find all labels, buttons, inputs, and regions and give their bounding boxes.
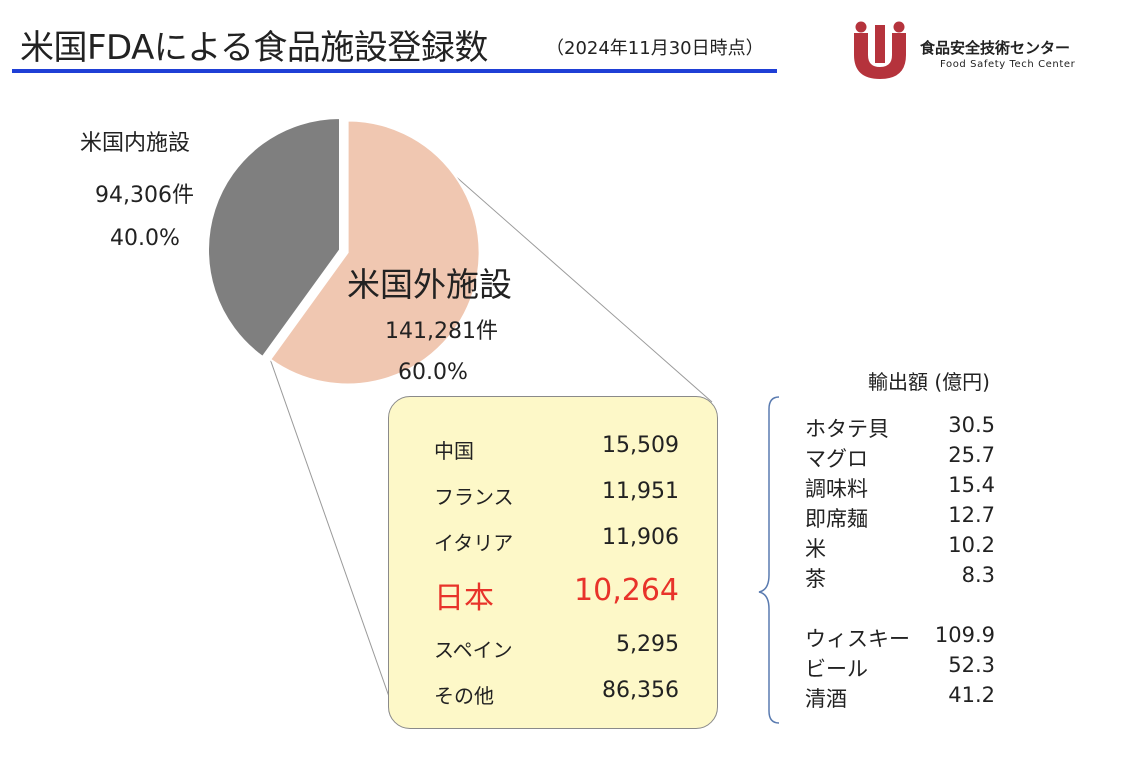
country-name: 日本 [434,581,494,616]
foreign-slice-percent: 60.0% [398,360,468,385]
country-row: その他 86,356 [389,672,719,712]
brace-icon [758,396,780,724]
foreign-slice-count: 141,281件 [385,319,498,344]
export-item: マグロ [805,447,868,471]
export-row: ビール 52.3 [805,653,995,683]
country-row: スペイン 5,295 [389,626,719,666]
export-value: 109.9 [934,623,995,647]
export-row: マグロ 25.7 [805,443,995,473]
export-value: 8.3 [961,563,995,587]
export-row: 調味料 15.4 [805,473,995,503]
logo-mark [854,21,906,79]
export-row: 茶 8.3 [805,563,995,593]
export-row: 米 10.2 [805,533,995,563]
country-name: その他 [434,684,494,708]
country-name: 中国 [434,439,474,463]
title-underline [12,69,777,73]
export-table-title: 輸出額 (億円) [868,370,990,394]
export-value: 30.5 [948,413,995,437]
logo-name: 食品安全技術センター [920,39,1071,57]
export-item: ホタテ貝 [805,417,889,441]
export-item: 清酒 [805,687,847,711]
country-name: フランス [434,485,514,509]
export-item: 調味料 [805,477,868,501]
export-item: 米 [805,537,826,561]
export-value: 25.7 [948,443,995,467]
country-count: 10,264 [574,573,679,608]
export-item: ビール [805,657,868,681]
domestic-slice-label: 米国内施設 [80,131,191,156]
export-value: 41.2 [948,683,995,707]
country-name: スペイン [434,638,513,662]
domestic-slice-count: 94,306件 [95,183,194,208]
country-count: 15,509 [602,433,679,458]
page-title: 米国FDAによる食品施設登録数 [20,28,488,68]
export-row: 清酒 41.2 [805,683,995,713]
export-row: ウィスキー 109.9 [805,623,995,653]
page-subtitle: （2024年11月30日時点） [546,38,764,59]
country-count: 5,295 [616,632,679,657]
export-item: ウィスキー [805,627,910,651]
country-row: イタリア 11,906 [389,519,719,559]
export-row: ホタテ貝 30.5 [805,413,995,443]
country-breakdown-box: 中国 15,509 フランス 11,951 イタリア 11,906 日本 10,… [388,396,718,729]
export-value: 15.4 [948,473,995,497]
domestic-slice-percent: 40.0% [110,226,180,251]
pie-connector-line [269,359,394,709]
country-row: フランス 11,951 [389,473,719,513]
country-row-highlight: 日本 10,264 [389,571,719,616]
country-count: 11,951 [602,479,679,504]
export-item: 即席麺 [805,507,868,531]
pie-slice-foreign [268,119,481,386]
export-item: 茶 [805,567,826,591]
export-value: 52.3 [948,653,995,677]
export-value: 10.2 [948,533,995,557]
pie-connector-line [409,135,713,403]
export-row: 即席麺 12.7 [805,503,995,533]
foreign-slice-label: 米国外施設 [347,265,512,304]
logo-subtitle: Food Safety Tech Center [940,59,1076,70]
country-name: イタリア [434,531,514,555]
country-row: 中国 15,509 [389,427,719,467]
country-count: 86,356 [602,678,679,703]
country-count: 11,906 [602,525,679,550]
pie-slice-domestic [207,116,341,359]
export-value: 12.7 [948,503,995,527]
